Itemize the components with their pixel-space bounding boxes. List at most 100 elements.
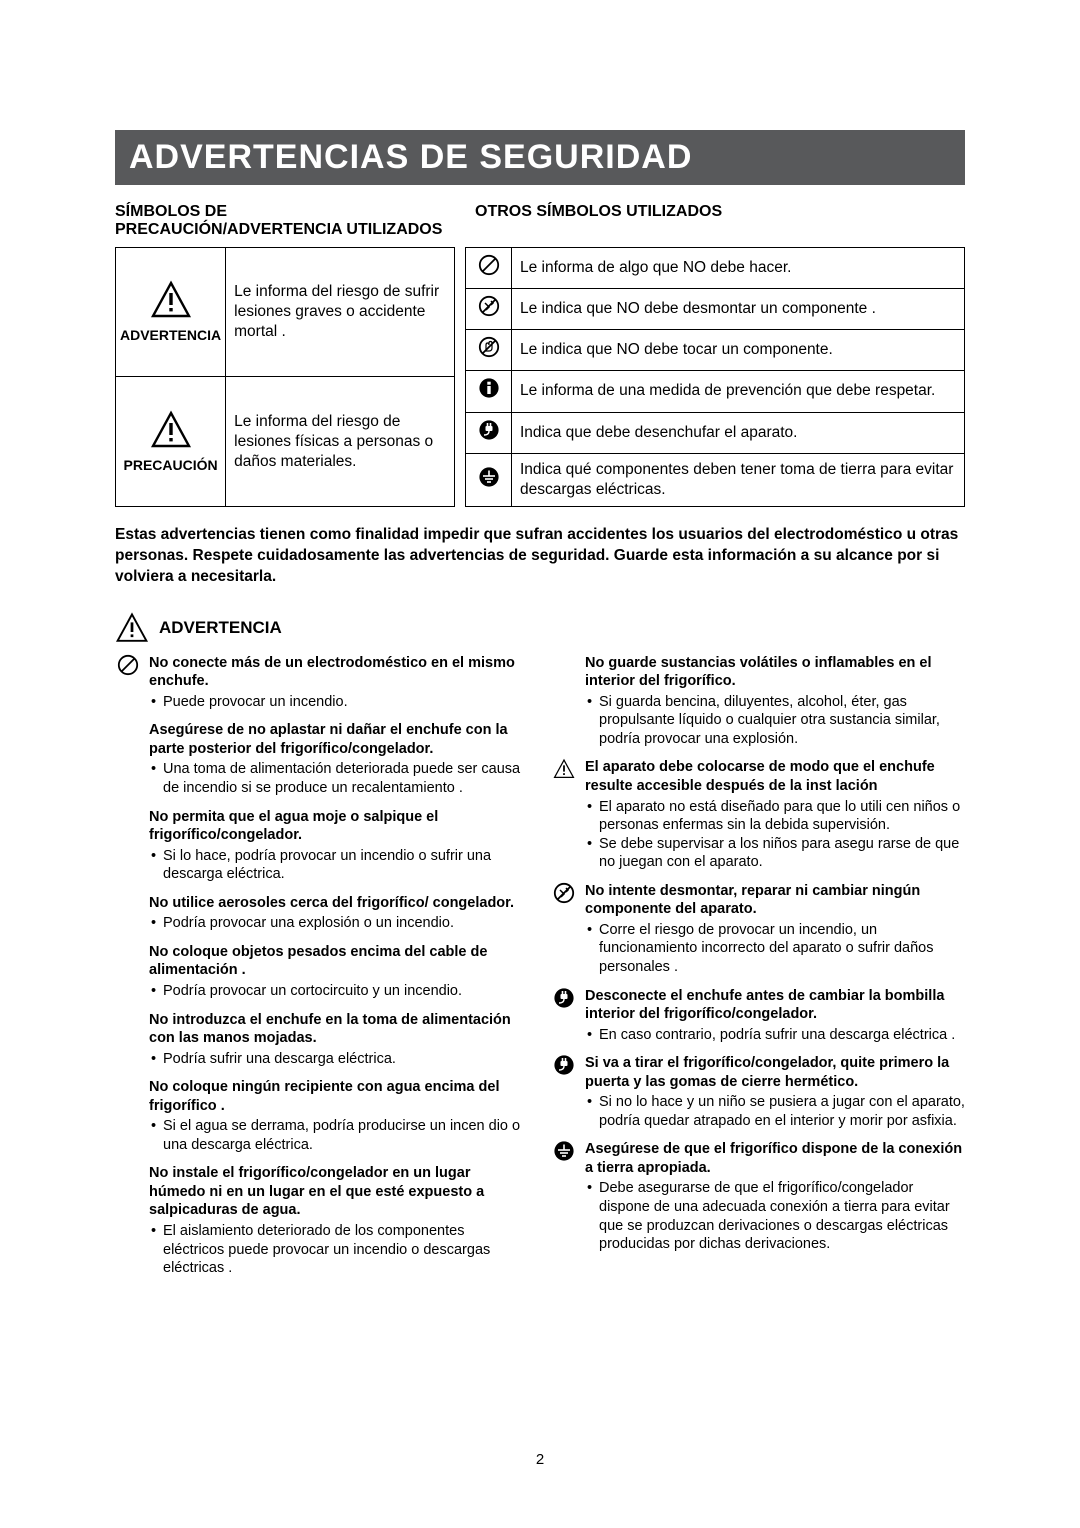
item-content: Asegúrese de que el frigorífico dispone … (585, 1140, 965, 1253)
item-symbol (115, 1164, 141, 1277)
ground-icon (478, 466, 500, 488)
item-symbol (115, 808, 141, 884)
unplug-icon (553, 987, 575, 1009)
sym-cell (466, 371, 512, 412)
item-bullets: Si guarda bencina, diluyentes, alcohol, … (585, 693, 965, 749)
item-heading: No permita que el agua moje o salpique e… (149, 808, 529, 845)
item-content: No utilice aerosoles cerca del frigorífi… (149, 894, 529, 933)
sym-cell (466, 412, 512, 453)
warning-triangle-icon (150, 280, 192, 320)
list-item: No guarde sustancias volátiles o inflama… (551, 654, 965, 749)
item-symbol (551, 1054, 577, 1130)
item-bullets: Puede provocar un incendio. (149, 693, 529, 712)
table-row: Le indica que NO debe tocar un component… (466, 330, 965, 371)
page-title: ADVERTENCIAS DE SEGURIDAD (115, 130, 965, 185)
item-content: No coloque objetos pesados encima del ca… (149, 943, 529, 1001)
no-disassemble-icon (553, 882, 575, 904)
table-row: PRECAUCIÓN Le informa del riesgo de lesi… (116, 377, 455, 507)
bullet: Si lo hace, podría provocar un incendio … (163, 847, 529, 884)
item-bullets: El aislamiento deteriorado de los compon… (149, 1222, 529, 1278)
item-symbol (551, 882, 577, 977)
bullet: Si no lo hace y un niño se pusiera a jug… (599, 1093, 965, 1130)
warn-desc: Le informa del riesgo de sufrir lesiones… (226, 248, 455, 377)
two-columns: No conecte más de un electrodoméstico en… (115, 654, 965, 1288)
list-item: El aparato debe colocarse de modo que el… (551, 758, 965, 871)
caution-triangle-icon (150, 410, 192, 450)
item-heading: No intente desmontar, reparar ni cambiar… (585, 882, 965, 919)
bullet: En caso contrario, podría sufrir una des… (599, 1026, 965, 1045)
caution-desc: Le informa del riesgo de lesiones física… (226, 377, 455, 507)
sym-desc: Le indica que NO debe tocar un component… (512, 330, 965, 371)
item-bullets: Corre el riesgo de provocar un incendio,… (585, 921, 965, 977)
unplug-icon (478, 419, 500, 441)
item-symbol (551, 654, 577, 749)
item-heading: No utilice aerosoles cerca del frigorífi… (149, 894, 529, 913)
item-symbol (115, 721, 141, 797)
list-item: No coloque objetos pesados encima del ca… (115, 943, 529, 1001)
item-bullets: El aparato no está diseñado para que lo … (585, 798, 965, 872)
section-warn-label: ADVERTENCIA (159, 618, 282, 638)
item-bullets: Podría sufrir una descarga eléctrica. (149, 1050, 529, 1069)
sym-cell (466, 248, 512, 289)
item-heading: Desconecte el enchufe antes de cambiar l… (585, 987, 965, 1024)
unplug-icon (553, 1054, 575, 1076)
bullet: Si el agua se derrama, podría producirse… (163, 1117, 529, 1154)
list-item: No intente desmontar, reparar ni cambiar… (551, 882, 965, 977)
bullet: Podría provocar una explosión o un incen… (163, 914, 529, 933)
table-row: Le informa de una medida de prevención q… (466, 371, 965, 412)
bullet: El aparato no está diseñado para que lo … (599, 798, 965, 835)
warn-tri-icon (553, 758, 575, 780)
section-warning-header: ADVERTENCIA (115, 612, 965, 644)
left-symbols-table: ADVERTENCIA Le informa del riesgo de suf… (115, 247, 455, 507)
prohibit-icon (478, 254, 500, 276)
item-symbol (115, 654, 141, 712)
sym-desc: Le informa de una medida de prevención q… (512, 371, 965, 412)
no-disassemble-icon (478, 295, 500, 317)
item-bullets: Podría provocar un cortocircuito y un in… (149, 982, 529, 1001)
page-number: 2 (0, 1451, 1080, 1468)
caution-triangle-cell: PRECAUCIÓN (116, 377, 226, 507)
item-symbol (115, 943, 141, 1001)
list-item: Asegúrese de no aplastar ni dañar el enc… (115, 721, 529, 797)
warning-triangle-icon (115, 612, 149, 644)
item-content: Desconecte el enchufe antes de cambiar l… (585, 987, 965, 1045)
list-item: Asegúrese de que el frigorífico dispone … (551, 1140, 965, 1253)
item-content: No conecte más de un electrodoméstico en… (149, 654, 529, 712)
bullet: El aislamiento deteriorado de los compon… (163, 1222, 529, 1278)
left-column: No conecte más de un electrodoméstico en… (115, 654, 529, 1288)
item-bullets: Si lo hace, podría provocar un incendio … (149, 847, 529, 884)
item-symbol (551, 758, 577, 871)
item-heading: No coloque objetos pesados encima del ca… (149, 943, 529, 980)
list-item: No instale el frigorífico/congelador en … (115, 1164, 529, 1277)
table-row: Indica qué componentes deben tener toma … (466, 453, 965, 506)
item-heading: No coloque ningún recipiente con agua en… (149, 1078, 529, 1115)
list-item: No introduzca el enchufe en la toma de a… (115, 1011, 529, 1069)
sym-desc: Le informa de algo que NO debe hacer. (512, 248, 965, 289)
table-row: Le informa de algo que NO debe hacer. (466, 248, 965, 289)
item-bullets: Si el agua se derrama, podría producirse… (149, 1117, 529, 1154)
list-item: No conecte más de un electrodoméstico en… (115, 654, 529, 712)
table-row: ADVERTENCIA Le informa del riesgo de suf… (116, 248, 455, 377)
bullet: Podría sufrir una descarga eléctrica. (163, 1050, 529, 1069)
tables-row: ADVERTENCIA Le informa del riesgo de suf… (115, 247, 965, 507)
right-column: No guarde sustancias volátiles o inflama… (551, 654, 965, 1288)
subhead-left: SÍMBOLOS DE PRECAUCIÓN/ADVERTENCIA UTILI… (115, 203, 455, 239)
item-content: No instale el frigorífico/congelador en … (149, 1164, 529, 1277)
item-symbol (115, 894, 141, 933)
label-advertencia: ADVERTENCIA (120, 327, 221, 343)
sym-cell (466, 330, 512, 371)
table-row: Indica que debe desenchufar el aparato. (466, 412, 965, 453)
sym-desc: Le indica que NO debe desmontar un compo… (512, 289, 965, 330)
sym-cell (466, 453, 512, 506)
subheadings: SÍMBOLOS DE PRECAUCIÓN/ADVERTENCIA UTILI… (115, 203, 965, 239)
item-content: No permita que el agua moje o salpique e… (149, 808, 529, 884)
warning-paragraph: Estas advertencias tienen como finalidad… (115, 525, 965, 588)
info-strict-icon (478, 377, 500, 399)
item-bullets: Una toma de alimentación deteriorada pue… (149, 760, 529, 797)
sym-desc: Indica que debe desenchufar el aparato. (512, 412, 965, 453)
list-item: No permita que el agua moje o salpique e… (115, 808, 529, 884)
bullet: Corre el riesgo de provocar un incendio,… (599, 921, 965, 977)
bullet: Se debe supervisar a los niños para aseg… (599, 835, 965, 872)
item-bullets: En caso contrario, podría sufrir una des… (585, 1026, 965, 1045)
prohibit-icon (117, 654, 139, 676)
